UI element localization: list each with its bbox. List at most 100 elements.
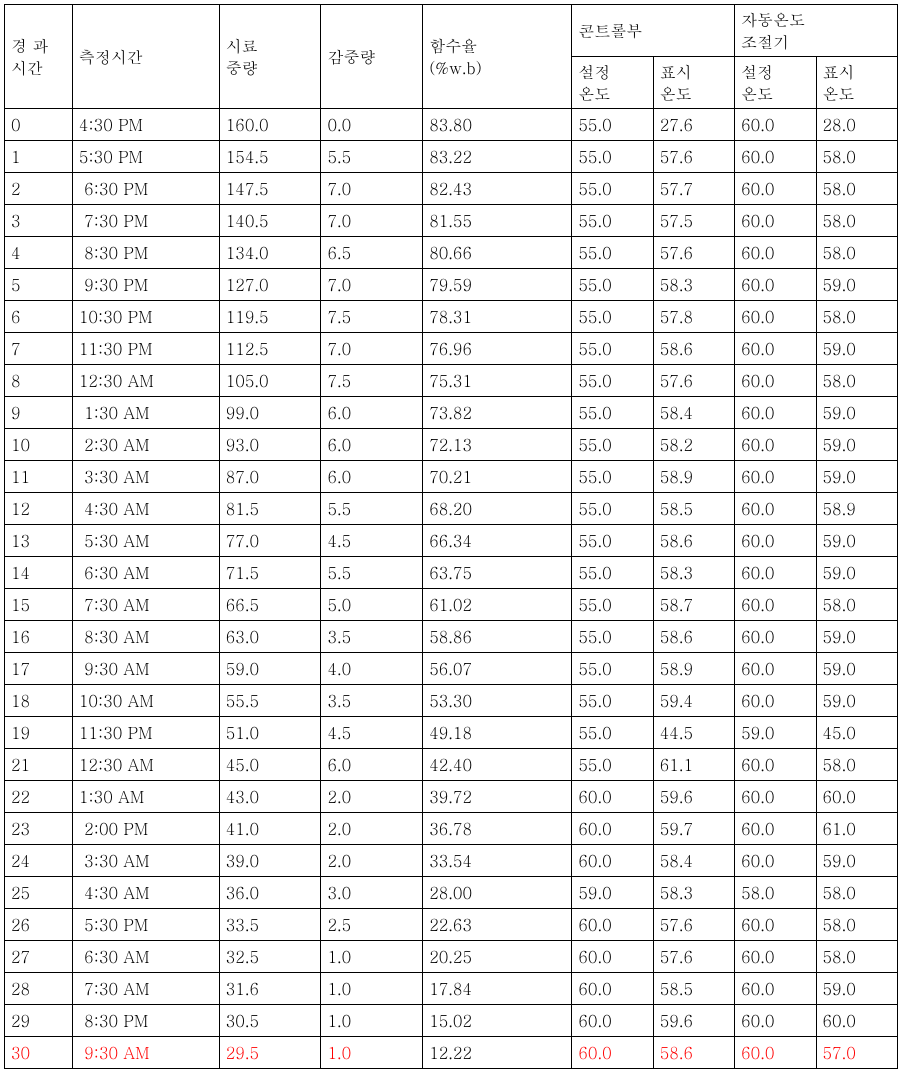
table-cell: 7:30 AM xyxy=(72,589,219,621)
table-cell: 60.0 xyxy=(572,813,653,845)
table-cell: 17.84 xyxy=(423,973,572,1005)
table-row: 610:30 PM119.57.578.3155.057.860.058.0 xyxy=(5,301,898,333)
table-cell: 4.0 xyxy=(321,653,423,685)
table-cell: 11:30 PM xyxy=(72,717,219,749)
table-cell: 60.0 xyxy=(735,685,816,717)
table-cell: 55.0 xyxy=(572,205,653,237)
table-cell: 1 xyxy=(5,141,73,173)
table-cell: 55.0 xyxy=(572,525,653,557)
table-row: 5 9:30 PM127.07.079.5955.058.360.059.0 xyxy=(5,269,898,301)
col-elapsed-header: 경 과 시간 xyxy=(5,5,73,109)
col-moisture-header: 함수율 (%w.b) xyxy=(423,5,572,109)
table-cell: 20.25 xyxy=(423,941,572,973)
table-cell: 60.0 xyxy=(735,813,816,845)
table-cell: 11 xyxy=(5,461,73,493)
table-cell: 58.0 xyxy=(816,141,897,173)
table-cell: 60.0 xyxy=(735,237,816,269)
table-cell: 78.31 xyxy=(423,301,572,333)
table-cell: 11:30 PM xyxy=(72,333,219,365)
table-cell: 7:30 AM xyxy=(72,973,219,1005)
table-cell: 55.0 xyxy=(572,589,653,621)
table-cell: 58.0 xyxy=(816,877,897,909)
table-cell: 10:30 AM xyxy=(72,685,219,717)
table-cell: 51.0 xyxy=(219,717,321,749)
table-cell: 6.0 xyxy=(321,461,423,493)
table-cell: 55.0 xyxy=(572,429,653,461)
table-cell: 27 xyxy=(5,941,73,973)
table-cell: 39.0 xyxy=(219,845,321,877)
table-cell: 58.86 xyxy=(423,621,572,653)
table-row: 9 1:30 AM99.06.073.8255.058.460.059.0 xyxy=(5,397,898,429)
table-row: 1911:30 PM51.04.549.1855.044.559.045.0 xyxy=(5,717,898,749)
table-cell: 61.02 xyxy=(423,589,572,621)
table-cell: 29.5 xyxy=(219,1037,321,1069)
table-cell: 58.0 xyxy=(816,365,897,397)
table-cell: 59.0 xyxy=(816,973,897,1005)
table-row: 1810:30 AM55.53.553.3055.059.460.059.0 xyxy=(5,685,898,717)
table-cell: 60.0 xyxy=(816,1005,897,1037)
table-cell: 2.0 xyxy=(321,781,423,813)
col-moisture-line2: (%w.b) xyxy=(429,56,482,79)
col-auto-set-header: 설정 온도 xyxy=(735,57,816,109)
col-control-group-header: 콘트롤부 xyxy=(572,5,735,57)
table-cell: 45.0 xyxy=(816,717,897,749)
table-cell: 5.5 xyxy=(321,557,423,589)
table-cell: 7.5 xyxy=(321,365,423,397)
table-cell: 55.0 xyxy=(572,173,653,205)
table-cell: 119.5 xyxy=(219,301,321,333)
table-cell: 60.0 xyxy=(735,941,816,973)
table-cell: 105.0 xyxy=(219,365,321,397)
table-cell: 8:30 AM xyxy=(72,621,219,653)
table-cell: 2.0 xyxy=(321,845,423,877)
table-cell: 2.0 xyxy=(321,813,423,845)
table-cell: 23 xyxy=(5,813,73,845)
table-cell: 58.0 xyxy=(735,877,816,909)
table-cell: 59.0 xyxy=(816,269,897,301)
table-cell: 29 xyxy=(5,1005,73,1037)
table-cell: 134.0 xyxy=(219,237,321,269)
table-cell: 9:30 AM xyxy=(72,1037,219,1069)
table-cell: 10 xyxy=(5,429,73,461)
table-row: 16 8:30 AM63.03.558.8655.058.660.059.0 xyxy=(5,621,898,653)
table-cell: 63.0 xyxy=(219,621,321,653)
table-row: 30 9:30 AM29.51.012.2260.058.660.057.0 xyxy=(5,1037,898,1069)
table-cell: 15.02 xyxy=(423,1005,572,1037)
table-cell: 57.6 xyxy=(653,237,734,269)
table-cell: 57.7 xyxy=(653,173,734,205)
table-cell: 59.0 xyxy=(816,621,897,653)
table-cell: 55.0 xyxy=(572,333,653,365)
table-cell: 59.0 xyxy=(572,877,653,909)
table-cell: 32.5 xyxy=(219,941,321,973)
table-cell: 18 xyxy=(5,685,73,717)
table-cell: 93.0 xyxy=(219,429,321,461)
table-cell: 6:30 AM xyxy=(72,941,219,973)
table-cell: 59.0 xyxy=(816,653,897,685)
table-body: 04:30 PM160.00.083.8055.027.660.028.015:… xyxy=(5,109,898,1069)
table-cell: 5:30 PM xyxy=(72,141,219,173)
table-cell: 7.0 xyxy=(321,173,423,205)
table-cell: 36.78 xyxy=(423,813,572,845)
table-cell: 81.55 xyxy=(423,205,572,237)
table-cell: 8 xyxy=(5,365,73,397)
table-row: 2112:30 AM45.06.042.4055.061.160.058.0 xyxy=(5,749,898,781)
col-loss-header: 감중량 xyxy=(321,5,423,109)
table-row: 3 7:30 PM140.57.081.5555.057.560.058.0 xyxy=(5,205,898,237)
table-row: 812:30 AM105.07.575.3155.057.660.058.0 xyxy=(5,365,898,397)
table-header: 경 과 시간 측정시간 시료 중량 감중량 함수율 (%w.b) 콘트롤부 자동… xyxy=(5,5,898,109)
table-cell: 4 xyxy=(5,237,73,269)
table-cell: 58.0 xyxy=(816,941,897,973)
table-cell: 43.0 xyxy=(219,781,321,813)
table-cell: 1.0 xyxy=(321,941,423,973)
table-cell: 60.0 xyxy=(735,749,816,781)
table-cell: 8:30 PM xyxy=(72,237,219,269)
table-cell: 55.0 xyxy=(572,749,653,781)
table-cell: 59.0 xyxy=(816,429,897,461)
table-cell: 59.0 xyxy=(816,845,897,877)
table-cell: 15 xyxy=(5,589,73,621)
table-cell: 154.5 xyxy=(219,141,321,173)
table-cell: 41.0 xyxy=(219,813,321,845)
table-cell: 57.5 xyxy=(653,205,734,237)
table-cell: 55.0 xyxy=(572,653,653,685)
table-cell: 59.0 xyxy=(816,461,897,493)
table-cell: 60.0 xyxy=(735,109,816,141)
